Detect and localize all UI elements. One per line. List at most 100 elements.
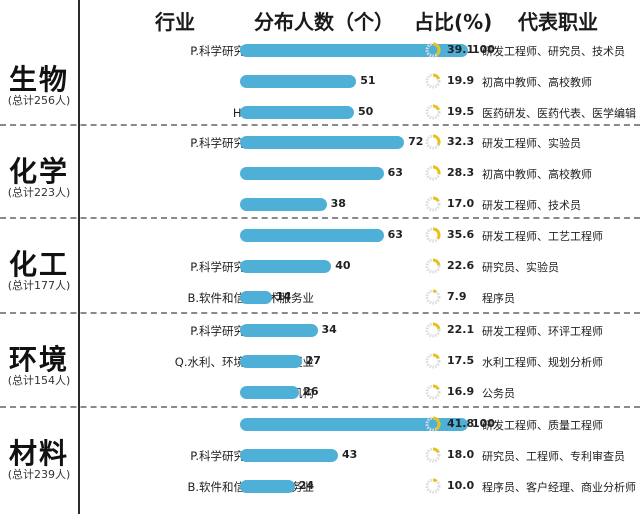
group-separator [0,217,640,219]
header-share: 占比(%) [414,10,493,34]
count-label: 63 [387,166,403,179]
share-pie-icon [425,134,441,150]
header-count: 分布人数（个） [254,10,394,34]
group-separator [0,312,640,314]
percent-label: 17.0 [447,197,475,210]
bar [240,136,405,149]
percent-label: 41.8 [447,417,475,430]
count-label: 51 [360,74,376,87]
bar [240,291,272,304]
bar [240,106,354,119]
share-pie-slice [432,289,437,294]
share-pie-icon [425,227,441,243]
percent-label: 19.5 [447,105,475,118]
percent-label: 19.9 [447,74,475,87]
jobs-label: 研发工程师、实验员 [482,137,581,150]
share-pie-icon [425,42,441,58]
percent-label: 35.6 [447,228,475,241]
jobs-label: 初高中教师、高校教师 [482,168,592,181]
header-jobs: 代表职业 [518,10,598,34]
share-pie-icon [425,258,441,274]
share-pie-icon [425,353,441,369]
jobs-label: 研发工程师、工艺工程师 [482,230,603,243]
group-name: 材料 [8,437,69,470]
share-pie-slice [432,196,440,202]
group-3: 环境(总计154人)P.科学研究和技术服务业3422.1研发工程师、环评工程师Q… [0,316,640,409]
percent-label: 32.3 [447,135,475,148]
share-pie-icon [425,384,441,400]
share-pie-icon [425,289,441,305]
percent-label: 18.0 [447,448,475,461]
group-divider-vertical [78,0,80,514]
jobs-label: 研究员、工程师、专利审查员 [482,450,625,463]
jobs-label: 公务员 [482,387,515,400]
share-pie-slice [432,165,441,175]
bar [240,418,468,431]
count-label: 34 [321,323,337,336]
count-label: 100 [472,43,495,56]
share-pie-slice [432,258,441,266]
bar [240,260,332,273]
group-total: (总计223人) [7,186,71,199]
count-label: 26 [303,385,319,398]
count-label: 38 [330,197,346,210]
group-name: 环境 [8,343,69,376]
share-pie-slice [432,416,441,431]
group-1: 化学(总计223人)P.科学研究和技术服务业7232.3研发工程师、实验员F.教… [0,128,640,221]
jobs-label: 医药研发、医药代表、医学编辑 [482,107,636,120]
count-label: 27 [305,354,321,367]
count-label: 40 [335,259,351,272]
share-pie-slice [432,227,441,240]
percent-label: 16.9 [447,385,475,398]
count-label: 50 [358,105,374,118]
percent-label: 28.3 [447,166,475,179]
group-separator [0,406,640,408]
share-pie-icon [425,416,441,432]
jobs-label: 水利工程师、规划分析师 [482,356,603,369]
group-name: 生物 [8,63,69,96]
count-label: 72 [408,135,424,148]
group-4: 材料(总计239人)E.制造业10041.8研发工程师、质量工程师P.科学研究和… [0,410,640,503]
share-pie-icon [425,478,441,494]
percent-label: 7.9 [447,290,467,303]
count-label: 24 [298,479,315,492]
share-pie-slice [432,447,440,454]
jobs-label: 程序员、客户经理、商业分析师 [482,481,636,494]
share-pie-icon [425,73,441,89]
header-row: 行业 分布人数（个） 占比(%) 代表职业 [0,0,640,38]
bar [240,449,339,462]
jobs-label: 研发工程师、研究员、技术员 [482,45,625,58]
jobs-label: 研发工程师、环评工程师 [482,325,603,338]
percent-label: 17.5 [447,354,475,367]
percent-label: 22.1 [447,323,475,336]
share-pie-slice [432,104,441,111]
bar [240,324,318,337]
percent-label: 39.1 [447,43,475,56]
group-2: 化工(总计177人)E.制造业6335.6研发工程师、工艺工程师P.科学研究和技… [0,221,640,314]
share-pie-icon [425,104,441,120]
header-industry: 行业 [155,10,195,34]
group-total: (总计154人) [7,374,71,387]
share-pie-slice [432,322,441,330]
group-total: (总计177人) [7,279,71,292]
share-pie-slice [432,384,440,390]
group-total: (总计256人) [7,94,71,107]
count-label: 43 [342,448,358,461]
group-0: 生物(总计256人)P.科学研究和技术服务业10039.1研发工程师、研究员、技… [0,36,640,129]
bar [240,75,357,88]
share-pie-slice [432,73,441,80]
share-pie-icon [425,447,441,463]
bar [240,355,302,368]
share-pie-icon [425,165,441,181]
